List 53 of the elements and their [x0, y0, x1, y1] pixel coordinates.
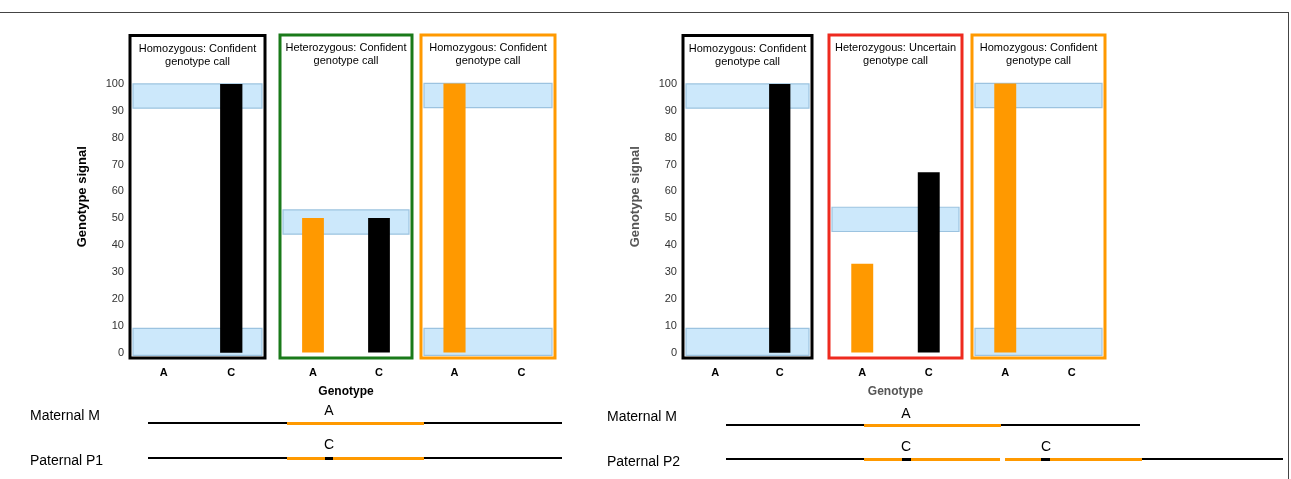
x-tick-label: C [517, 365, 526, 378]
text: C [323, 436, 335, 452]
x-tick-label: C [1067, 365, 1076, 378]
y-tick-label: 60 [664, 184, 677, 197]
y-tick-label: 10 [111, 318, 124, 331]
text: Paternal P1 [30, 452, 104, 468]
y-tick-label: 90 [111, 103, 124, 116]
y-tick-label: 80 [111, 130, 124, 143]
text: Homozygous: Confident genotype call [138, 41, 257, 67]
y-axis-title: Genotype signal [74, 146, 90, 248]
text: Maternal M [607, 408, 678, 424]
y-tick-label: 20 [664, 291, 677, 304]
text: Heterozygous: Uncertain genotype call [834, 41, 957, 67]
y-tick-label: 30 [111, 265, 124, 278]
text: A [324, 402, 334, 418]
x-tick-label: C [375, 365, 384, 378]
x-tick-label: C [227, 365, 236, 378]
y-tick-label: 90 [664, 103, 677, 116]
y-tick-label: 100 [658, 76, 677, 89]
x-tick-label: A [711, 365, 720, 378]
x-tick-label: C [924, 365, 933, 378]
text: Heterozygous: Confident genotype call [285, 41, 407, 67]
y-tick-label: 50 [111, 211, 124, 224]
text: A [901, 405, 911, 421]
x-tick-label: A [309, 365, 318, 378]
y-tick-label: 0 [117, 345, 124, 358]
text: Maternal M [30, 407, 101, 423]
x-tick-label: A [858, 365, 867, 378]
y-tick-label: 60 [111, 184, 124, 197]
x-tick-label: C [775, 365, 784, 378]
y-axis-title: Genotype signal [627, 146, 643, 248]
y-tick-label: 100 [105, 76, 124, 89]
y-tick-label: 40 [111, 238, 124, 251]
y-tick-label: 80 [664, 130, 677, 143]
text: Paternal P2 [607, 453, 681, 469]
y-tick-label: 70 [664, 157, 677, 170]
text: Homozygous: Confident genotype call [429, 41, 547, 67]
x-axis-title: Genotype [318, 384, 374, 399]
y-tick-label: 20 [111, 291, 124, 304]
x-tick-label: A [1001, 365, 1010, 378]
text: C [1040, 438, 1052, 454]
text: C [900, 438, 912, 454]
y-tick-label: 50 [664, 211, 677, 224]
x-axis-title: Genotype [867, 384, 924, 399]
y-tick-label: 70 [111, 157, 124, 170]
x-tick-label: A [159, 365, 168, 378]
x-tick-label: A [450, 365, 459, 378]
y-tick-label: 40 [664, 238, 677, 251]
text: Homozygous: Confident genotype call [688, 41, 807, 67]
y-tick-label: 10 [664, 318, 677, 331]
text: Homozygous: Confident genotype call [979, 41, 1098, 67]
y-tick-label: 0 [670, 345, 677, 358]
y-tick-label: 30 [664, 265, 677, 278]
